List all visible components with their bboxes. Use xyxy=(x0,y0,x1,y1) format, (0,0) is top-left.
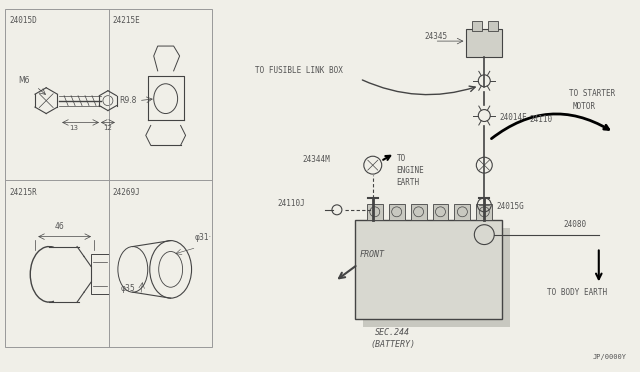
Text: TO FUSIBLE LINK BOX: TO FUSIBLE LINK BOX xyxy=(255,66,343,75)
Text: 12: 12 xyxy=(104,125,113,131)
Text: 24215R: 24215R xyxy=(10,188,37,197)
Text: EARTH: EARTH xyxy=(397,178,420,187)
Bar xyxy=(5,9,212,347)
Bar xyxy=(476,204,492,220)
Bar xyxy=(367,204,383,220)
Text: 24015D: 24015D xyxy=(10,16,37,25)
Text: 24344M: 24344M xyxy=(302,155,330,164)
Text: 24014E: 24014E xyxy=(499,112,527,122)
Text: 24080: 24080 xyxy=(564,220,587,229)
Bar xyxy=(472,21,483,31)
Text: 24110J: 24110J xyxy=(277,199,305,208)
Text: φ31·: φ31· xyxy=(195,232,212,241)
Text: φ35: φ35 xyxy=(121,284,136,293)
Text: TO STARTER: TO STARTER xyxy=(569,89,615,98)
Text: 13: 13 xyxy=(70,125,79,131)
Bar xyxy=(388,204,404,220)
Text: M6: M6 xyxy=(19,76,30,85)
Bar xyxy=(411,204,426,220)
Text: 24015G: 24015G xyxy=(496,202,524,211)
Text: TO BODY EARTH: TO BODY EARTH xyxy=(547,288,607,297)
Bar xyxy=(91,254,109,294)
Text: MOTOR: MOTOR xyxy=(573,102,596,110)
Text: TO: TO xyxy=(397,154,406,163)
Text: 24345: 24345 xyxy=(424,32,447,41)
Text: 24110: 24110 xyxy=(529,115,552,125)
Text: FRONT: FRONT xyxy=(360,250,385,259)
Bar xyxy=(433,204,449,220)
Text: 24215E: 24215E xyxy=(113,16,141,25)
Text: SEC.244: SEC.244 xyxy=(375,328,410,337)
Bar xyxy=(467,29,502,57)
Text: JP/0000Y: JP/0000Y xyxy=(593,354,627,360)
Bar xyxy=(355,220,502,319)
Text: 46: 46 xyxy=(54,222,64,231)
Text: ENGINE: ENGINE xyxy=(397,166,424,175)
Text: R9.8: R9.8 xyxy=(119,96,136,105)
Bar xyxy=(363,228,510,327)
Text: 24269J: 24269J xyxy=(113,188,141,197)
Bar xyxy=(488,21,498,31)
Text: (BATTERY): (BATTERY) xyxy=(371,340,416,349)
Bar xyxy=(454,204,470,220)
